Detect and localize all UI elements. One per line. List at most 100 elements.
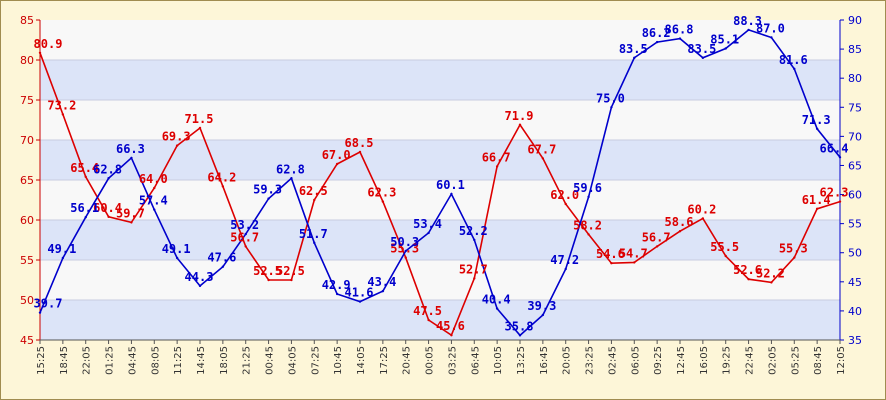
data-point [541, 157, 545, 160]
x-tick-label: 08:45 [813, 346, 824, 375]
data-label: 53.2 [230, 218, 259, 232]
data-point [335, 292, 339, 296]
data-point [701, 217, 705, 220]
data-point [38, 51, 42, 54]
data-point [130, 156, 133, 160]
data-point [38, 311, 42, 314]
data-point [724, 47, 727, 50]
x-tick-label: 22:45 [745, 346, 756, 375]
x-tick-label: 20:05 [562, 346, 573, 375]
data-label: 62.5 [299, 184, 328, 198]
data-point [633, 261, 636, 264]
data-label: 52.5 [253, 264, 282, 278]
grid-band [40, 60, 840, 100]
data-label: 69.3 [162, 130, 191, 144]
data-point [495, 165, 499, 168]
right-tick-label: 85 [848, 43, 862, 56]
data-point [221, 185, 225, 188]
data-point [610, 106, 613, 109]
data-point [61, 113, 65, 116]
grid-band [40, 140, 840, 180]
x-tick-label: 20:45 [402, 346, 413, 375]
data-label: 52.7 [459, 262, 488, 276]
x-tick-label: 14:45 [196, 346, 207, 375]
x-tick-label: 16:45 [539, 346, 550, 375]
data-point [564, 267, 567, 271]
x-tick-label: 15:25 [36, 346, 47, 375]
data-point [793, 67, 796, 71]
data-label: 54.7 [619, 246, 648, 260]
x-tick-label: 13:25 [516, 346, 527, 375]
right-tick-label: 50 [848, 247, 862, 260]
x-tick-label: 21:25 [242, 346, 253, 375]
data-label: 83.5 [687, 42, 716, 56]
right-tick-label: 65 [848, 159, 862, 172]
data-label: 60.4 [93, 201, 122, 215]
data-label: 66.3 [116, 142, 145, 156]
data-point [770, 36, 773, 39]
data-point [427, 231, 430, 235]
data-label: 52.2 [459, 224, 488, 238]
data-point [655, 40, 659, 44]
data-label: 45.6 [436, 319, 465, 333]
data-point [815, 207, 819, 210]
grid-band [40, 300, 840, 340]
data-label: 39.7 [34, 297, 63, 311]
left-tick-label: 75 [20, 94, 34, 107]
data-label: 52.5 [276, 264, 305, 278]
data-label: 39.3 [527, 299, 556, 313]
data-label: 49.1 [47, 242, 76, 256]
data-label: 57.4 [139, 194, 168, 208]
left-tick-label: 80 [20, 54, 34, 67]
x-tick-label: 16:05 [699, 346, 710, 375]
data-point [838, 156, 842, 159]
data-point [244, 245, 247, 248]
data-point [358, 150, 362, 154]
data-label: 85.1 [710, 33, 739, 47]
x-tick-label: 08:05 [150, 346, 161, 375]
data-label: 41.6 [345, 286, 374, 300]
data-point [587, 195, 590, 199]
x-tick-label: 10:45 [333, 346, 344, 375]
data-point [587, 233, 590, 236]
data-point [518, 334, 522, 337]
data-label: 62.8 [276, 162, 305, 176]
data-label: 71.3 [802, 113, 831, 127]
x-tick-label: 22:05 [82, 346, 93, 375]
data-point [838, 200, 842, 203]
data-point [175, 256, 179, 260]
data-label: 62.8 [93, 162, 122, 176]
data-label: 35.8 [505, 319, 534, 333]
data-label: 60.1 [436, 178, 465, 192]
data-point [130, 221, 133, 224]
right-tick-label: 70 [848, 130, 862, 143]
data-label: 58.2 [573, 218, 602, 232]
x-tick-label: 00:05 [425, 346, 436, 375]
data-point [633, 56, 636, 60]
data-label: 49.1 [162, 242, 191, 256]
data-label: 55.3 [779, 242, 808, 256]
data-point [450, 334, 453, 337]
data-point [747, 28, 750, 32]
data-label: 42.9 [322, 278, 351, 292]
data-label: 55.3 [390, 242, 419, 256]
data-point [404, 249, 407, 253]
data-point [427, 318, 430, 322]
data-label: 59.7 [116, 206, 145, 220]
data-label: 53.4 [413, 217, 442, 231]
data-label: 60.2 [687, 202, 716, 216]
data-label: 56.7 [230, 230, 259, 244]
data-point [495, 307, 499, 310]
data-point [518, 123, 522, 127]
x-tick-label: 06:45 [470, 346, 481, 375]
series-line-1 [39, 52, 841, 337]
data-point [473, 277, 476, 280]
data-label: 64.0 [139, 172, 168, 186]
x-tick-label: 19:25 [722, 346, 733, 375]
series-lines [38, 28, 842, 337]
data-label: 52.6 [733, 263, 762, 277]
right-tick-label: 75 [848, 101, 862, 114]
data-point [198, 126, 202, 130]
grid-band [40, 220, 840, 260]
data-point [564, 202, 567, 206]
